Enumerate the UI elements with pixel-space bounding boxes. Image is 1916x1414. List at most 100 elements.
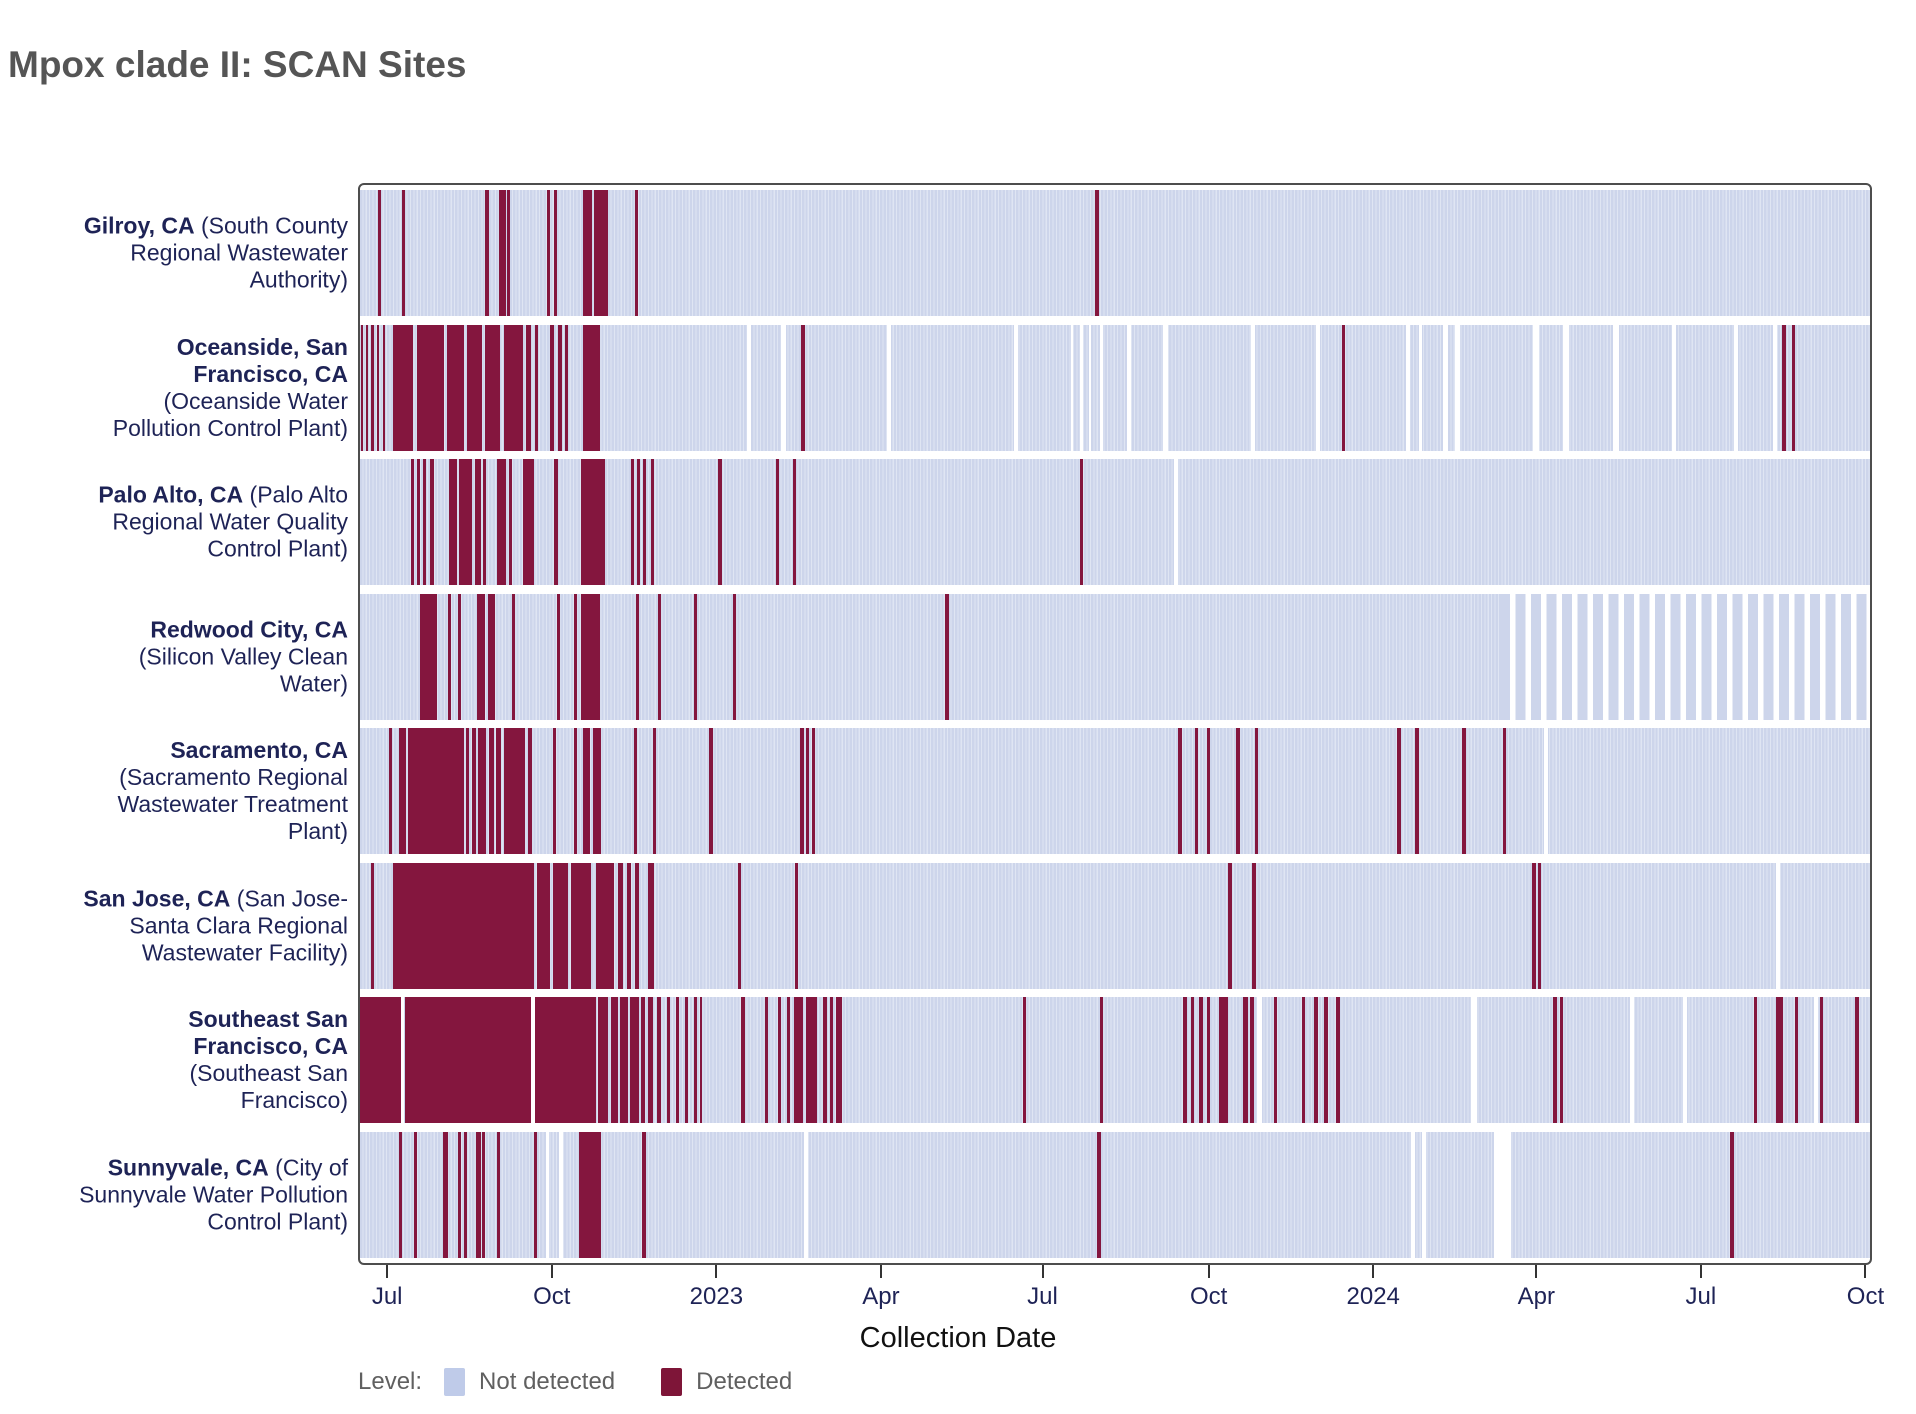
legend-swatch (444, 1368, 466, 1396)
detected-stripe (582, 728, 591, 855)
detected-stripe (1228, 862, 1233, 989)
detected-stripe (778, 997, 782, 1124)
detected-stripe (507, 190, 511, 316)
detected-stripe (618, 862, 623, 989)
no-sample-gap (530, 997, 535, 1124)
detected-stripe (620, 997, 629, 1124)
detected-stripe (829, 997, 833, 1124)
detected-stripe (526, 324, 532, 451)
detected-stripe (574, 728, 578, 855)
detected-stripe (626, 862, 632, 989)
detected-stripe (648, 997, 653, 1124)
detected-stripe (1729, 1131, 1735, 1258)
site-label: Palo Alto, CA (Palo Alto Regional Water … (78, 482, 348, 563)
detected-stripe (535, 997, 596, 1124)
detected-stripe (708, 728, 713, 855)
detected-stripe (1079, 459, 1084, 586)
detected-stripe (1820, 997, 1824, 1124)
detected-stripe (1178, 728, 1183, 855)
detected-stripe (640, 997, 646, 1124)
site-plant: (City of Sunnyvale Water Pollution Contr… (79, 1154, 348, 1235)
detected-stripe (393, 862, 534, 989)
no-sample-gap (1418, 324, 1423, 451)
site-row (360, 997, 1870, 1124)
detected-stripe (1537, 862, 1541, 989)
detected-stripe (699, 997, 702, 1124)
x-tick-mark (1372, 1265, 1375, 1278)
legend-title: Level: (358, 1368, 423, 1395)
detected-stripe (476, 1131, 481, 1258)
detected-stripe (1095, 190, 1100, 316)
detected-stripe (376, 324, 379, 451)
x-tick-mark (386, 1265, 389, 1278)
detected-stripe (565, 324, 569, 451)
x-tick-mark (715, 1265, 718, 1278)
site-city: Southeast San Francisco, CA (188, 1006, 348, 1060)
detected-stripe (571, 862, 592, 989)
site-row (360, 459, 1870, 586)
detected-stripe (812, 728, 816, 855)
detected-stripe (595, 862, 614, 989)
detected-stripe (483, 459, 487, 586)
no-sample-gap (1533, 324, 1539, 451)
detected-stripe (675, 997, 679, 1124)
detected-stripe (1219, 997, 1229, 1124)
detected-stripe (806, 728, 810, 855)
detected-stripe (553, 862, 569, 989)
detected-stripe (1195, 728, 1199, 855)
detected-stripe (594, 190, 608, 316)
not-detected-band (360, 190, 1870, 316)
detected-stripe (366, 324, 369, 451)
detected-stripe (1503, 728, 1507, 855)
detected-stripe (1854, 997, 1859, 1124)
detected-stripe (458, 1131, 462, 1258)
site-city: Palo Alto, CA (98, 481, 244, 508)
detected-stripe (764, 997, 768, 1124)
x-tick-label: Jul (1027, 1283, 1058, 1310)
detected-stripe (382, 324, 385, 451)
no-sample-gap (1734, 324, 1738, 451)
detected-stripe (630, 997, 639, 1124)
not-detected-band (360, 728, 1870, 855)
no-sample-gap (1250, 324, 1256, 451)
no-sample-gap (1406, 324, 1411, 451)
detected-stripe (650, 459, 654, 586)
detected-stripe (800, 324, 805, 451)
detected-stripe (806, 997, 817, 1124)
detected-stripe (402, 190, 406, 316)
detected-stripe (474, 459, 481, 586)
not-detected-band (360, 1131, 1870, 1258)
detected-stripe (414, 1131, 418, 1258)
x-tick-mark (1041, 1265, 1044, 1278)
detected-stripe (458, 593, 462, 720)
detected-stripe (404, 997, 531, 1124)
detected-stripe (371, 862, 375, 989)
detected-stripe (557, 593, 561, 720)
no-sample-gap (1682, 997, 1688, 1124)
detected-stripe (574, 593, 578, 720)
detected-stripe (1552, 997, 1558, 1124)
detected-stripe (477, 593, 485, 720)
site-label: Redwood City, CA (Silicon Valley Clean W… (78, 616, 348, 697)
detected-stripe (430, 459, 434, 586)
site-city: Sacramento, CA (170, 737, 348, 764)
site-label: Gilroy, CA (South County Regional Wastew… (78, 213, 348, 294)
site-plant: (Sacramento Regional Wastewater Treatmen… (117, 764, 348, 845)
detected-stripe (448, 593, 452, 720)
detected-stripe (378, 190, 382, 316)
detected-stripe (495, 728, 502, 855)
detected-stripe (636, 593, 640, 720)
no-sample-gap (1442, 324, 1448, 451)
detected-stripe (477, 728, 487, 855)
detected-stripe (800, 728, 804, 855)
detected-stripe (464, 1131, 468, 1258)
detected-stripe (443, 1131, 449, 1258)
detected-stripe (527, 728, 533, 855)
detected-stripe (416, 459, 420, 586)
x-tick-mark (1535, 1265, 1538, 1278)
detected-stripe (554, 190, 558, 316)
detected-stripe (449, 459, 457, 586)
chart-title: Mpox clade II: SCAN Sites (8, 44, 467, 85)
detected-stripe (1022, 997, 1026, 1124)
detected-stripe (393, 324, 413, 451)
